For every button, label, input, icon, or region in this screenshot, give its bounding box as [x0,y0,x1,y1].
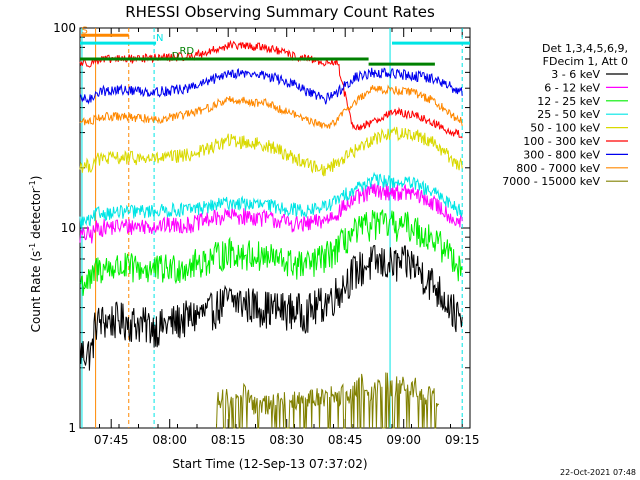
legend-item-3-6-kev-label: 3 - 6 keV [551,68,600,81]
x-tick-label: 08:45 [328,433,363,447]
y-axis-label-end: ) [29,176,43,181]
plot-area: 1 10 100 07:45 08:00 08:15 08:30 08:45 09:00 09:1… [53,21,479,447]
y-tick-label: 1 [68,421,76,435]
y-tick-label: 100 [53,21,76,35]
x-tick-label: 07:45 [94,433,129,447]
chart-title: RHESSI Observing Summary Count Rates [125,3,435,21]
legend-item-100-300-kev-label: 100 - 300 keV [523,135,600,148]
series-line-50-100-kev [79,126,463,177]
y-axis-label-sup2: -1 [28,180,37,188]
legend-item-800-7000-kev-label: 800 - 7000 keV [516,162,600,175]
series-line-800-7000-kev [79,84,463,129]
x-tick-label: 08:15 [211,433,246,447]
legend-item-300-800-kev-label: 300 - 800 keV [523,148,600,161]
x-tick-label: 08:30 [269,433,304,447]
series-line-300-800-kev [79,67,463,105]
y-tick-label: 10 [61,221,76,235]
y-axis-label-main: Count Rate (s [29,251,43,333]
series-line-6-12-kev [79,182,463,244]
series-line-7000-15000-kev [216,372,440,429]
x-tick-label: 08:00 [152,433,187,447]
flag-annotation: D [172,51,180,62]
legend-item-25-50-kev-label: 25 - 50 keV [537,108,600,121]
legend: Det 1,3,4,5,6,9, FDecim 1, Att 0 3 - 6 k… [502,42,628,188]
legend-header-2: FDecim 1, Att 0 [543,55,628,68]
series-line-12-25-kev [79,209,463,296]
series-line-3-6-kev [79,244,463,371]
series-line-25-50-kev [79,171,463,228]
date-stamp: 22-Oct-2021 07:48 [560,468,636,477]
y-axis-label: Count Rate (s-1 detector-1) [28,176,43,333]
x-tick-label: 09:00 [386,433,421,447]
legend-item-50-100-kev-label: 50 - 100 keV [530,122,600,135]
legend-item-6-12-kev-label: 6 - 12 keV [544,81,600,94]
legend-item-12-25-kev-label: 12 - 25 keV [537,95,600,108]
x-axis-label: Start Time (12-Sep-13 07:37:02) [172,457,367,471]
legend-header-1: Det 1,3,4,5,6,9, [542,42,628,55]
flag-annotation: S [82,25,88,36]
y-axis-label-mid: detector [29,188,43,243]
flag-annotation: N [156,33,163,44]
legend-item-7000-15000-kev-label: 7000 - 15000 keV [502,175,600,188]
flag-annotation: RD [179,46,194,57]
x-tick-label: 09:15 [445,433,480,447]
y-axis-label-sup1: -1 [28,243,37,251]
